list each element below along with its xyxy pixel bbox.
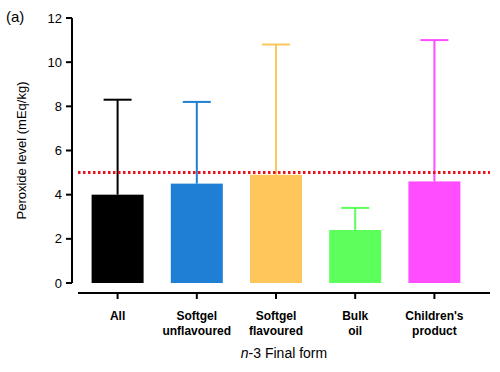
y-tick-label: 0 [55,276,62,291]
reference-line [78,171,490,174]
y-tick-label: 2 [55,231,62,246]
y-tick [66,238,72,240]
x-tick-label: Children'sproduct [405,309,464,338]
x-axis [78,292,490,294]
x-tick [196,293,198,299]
x-tick [117,293,119,299]
error-bar [183,102,211,184]
y-tick [66,150,72,152]
y-tick-label: 6 [55,143,62,158]
y-tick-label: 12 [48,11,62,26]
x-tick [354,293,356,299]
error-bar [104,100,132,195]
x-tick [433,293,435,299]
x-tick-label: Bulkoil [342,309,368,338]
error-bar [341,208,369,230]
y-tick [66,105,72,107]
y-tick [66,282,72,284]
bar [329,230,381,283]
y-axis-title: Peroxide level (mEq/kg) [14,82,29,220]
x-tick [275,293,277,299]
x-axis-title: n-3 Final form [241,345,327,361]
x-tick-label: Softgelflavoured [249,309,303,338]
error-bar [262,45,290,175]
x-tick-label: Softgelunflavoured [162,309,231,338]
bar [92,195,144,283]
y-tick [66,194,72,196]
bar [408,181,460,283]
y-tick-label: 10 [48,55,62,70]
y-tick-label: 8 [55,99,62,114]
y-tick [66,17,72,19]
panel-label: (a) [6,8,24,25]
y-tick-label: 4 [55,187,62,202]
y-tick [66,61,72,63]
bar [250,175,302,283]
bar [171,184,223,283]
chart: (a) 0 2 4 6 8 10 12 Peroxide level (mEq/kg) All So… [0,0,500,372]
error-bar [420,40,448,181]
x-tick-label: All [110,309,125,323]
bars [78,40,490,283]
